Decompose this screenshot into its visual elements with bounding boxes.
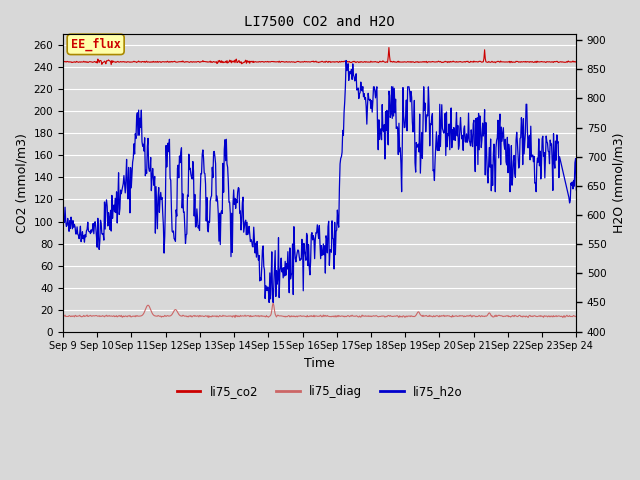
Text: EE_flux: EE_flux	[71, 38, 120, 51]
Y-axis label: CO2 (mmol/m3): CO2 (mmol/m3)	[15, 133, 28, 233]
Y-axis label: H2O (mmol/m3): H2O (mmol/m3)	[612, 133, 625, 233]
X-axis label: Time: Time	[304, 357, 335, 370]
Legend: li75_co2, li75_diag, li75_h2o: li75_co2, li75_diag, li75_h2o	[172, 381, 467, 403]
Title: LI7500 CO2 and H2O: LI7500 CO2 and H2O	[244, 15, 395, 29]
